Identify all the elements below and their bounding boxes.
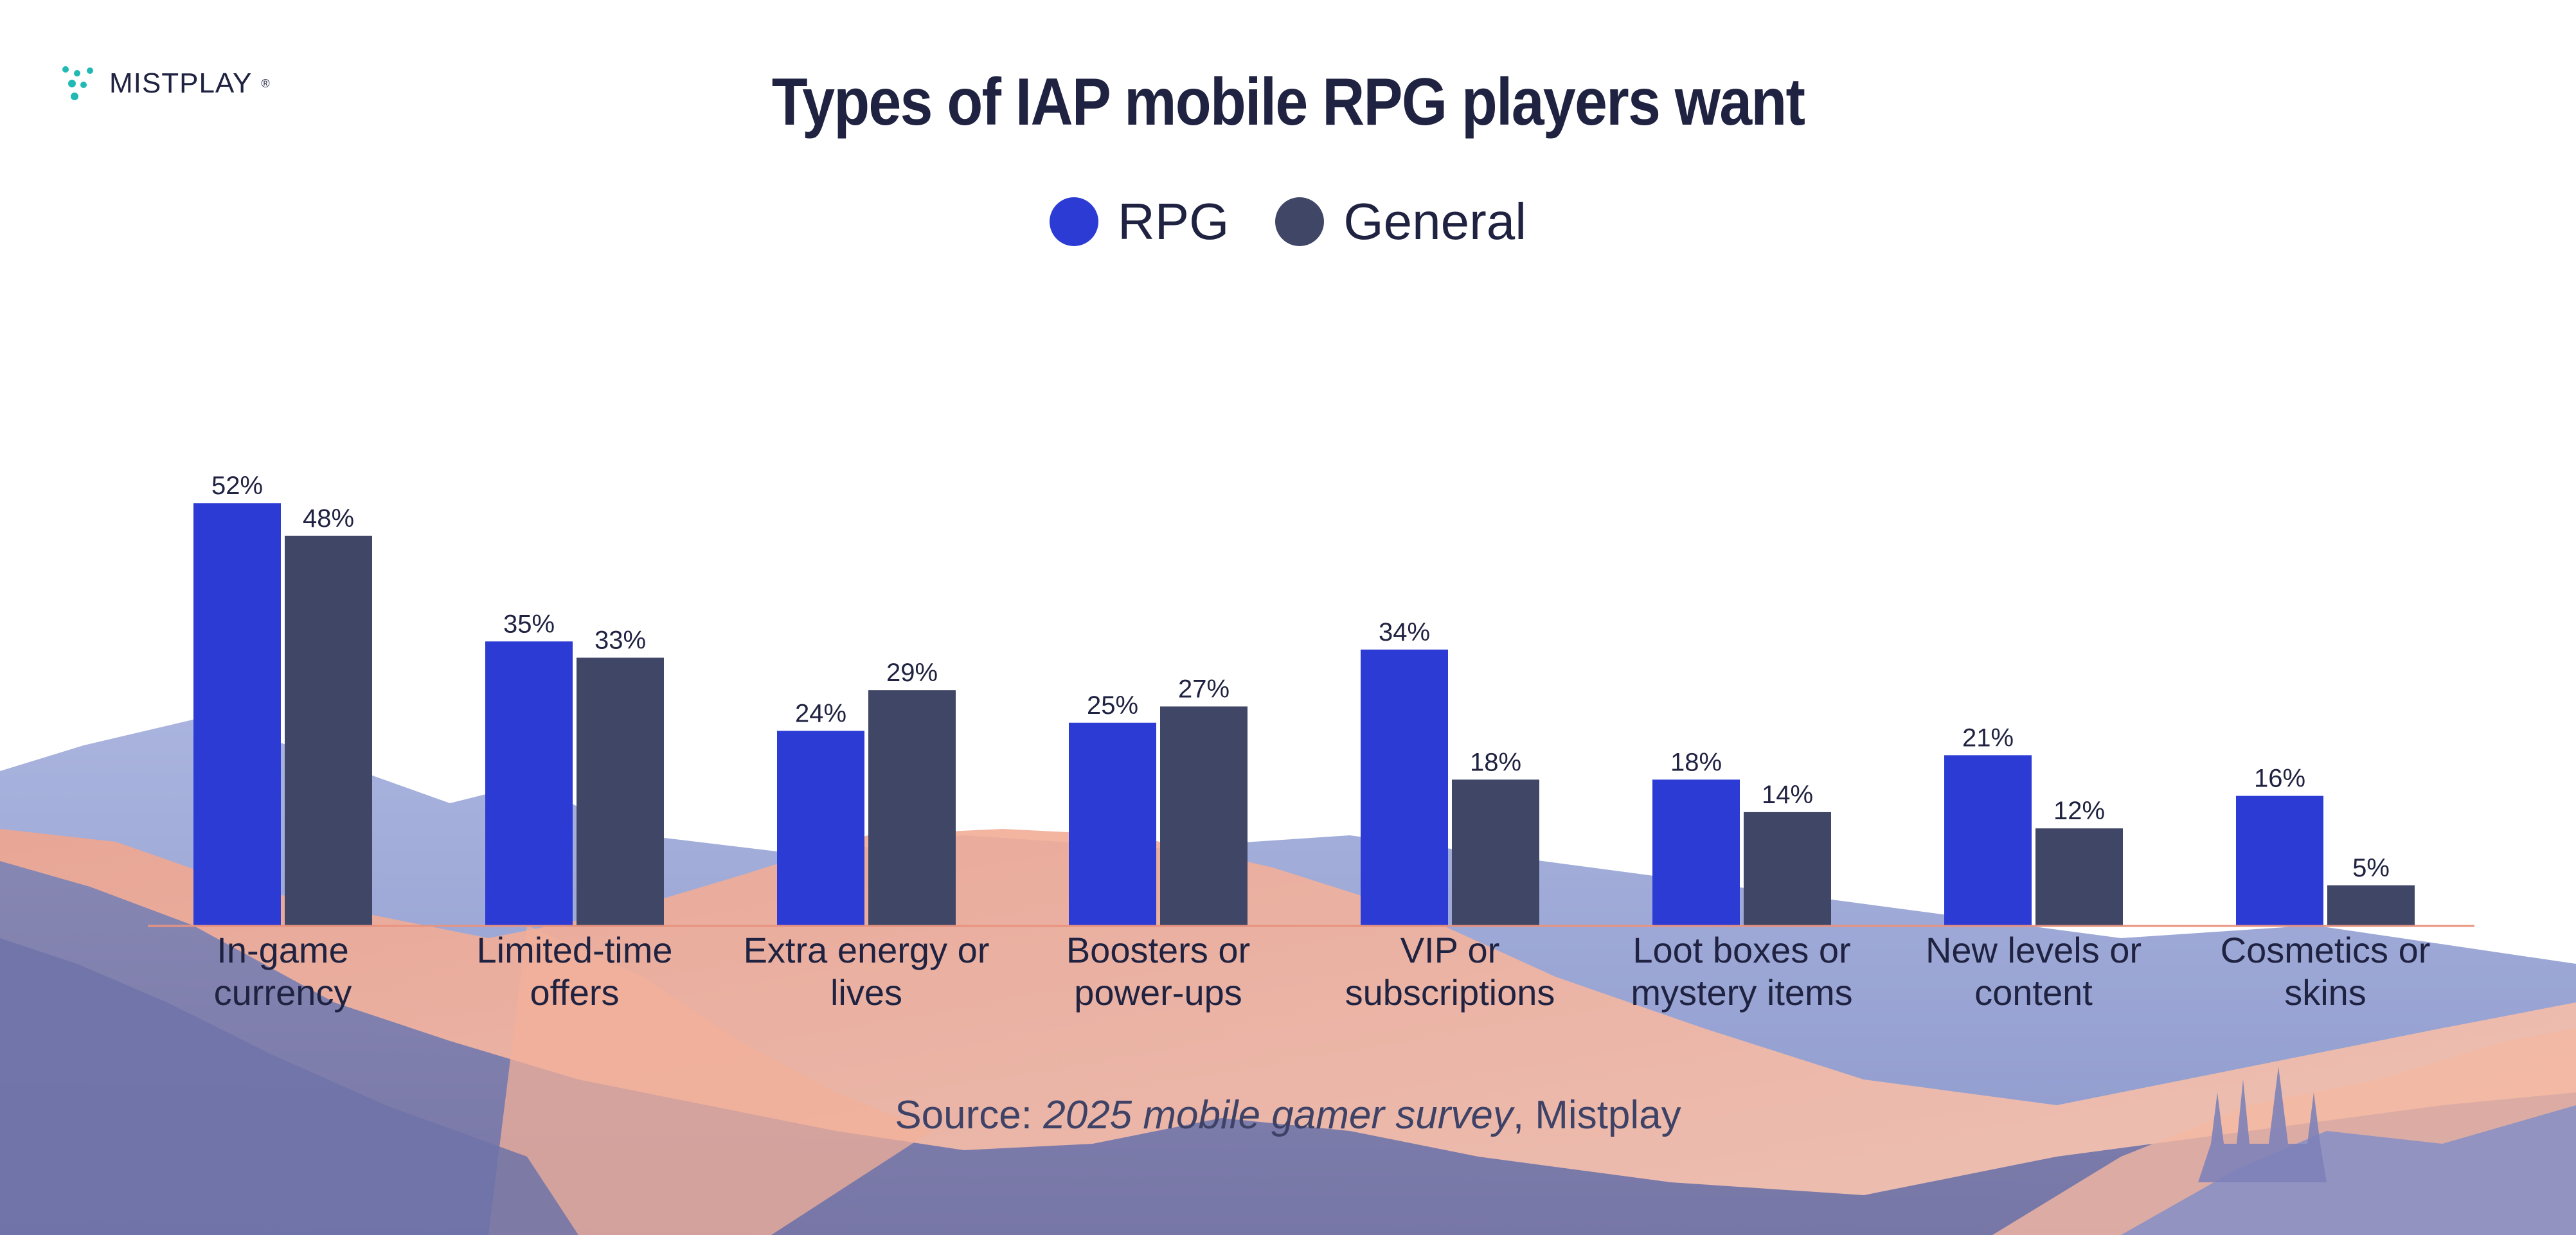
bar-rpg-2 [777,731,864,926]
category-label-5-1: mystery items [1631,972,1852,1013]
mistplay-logo-icon [62,66,93,100]
legend-label-general: General [1343,193,1526,250]
data-label-general-6: 12% [2053,797,2105,825]
data-label-rpg-2: 24% [795,699,846,727]
data-label-general-0: 48% [303,504,354,533]
bar-general-4 [1452,779,1539,926]
category-label-6-1: content [1974,972,2093,1013]
category-label-5-0: Loot boxes or [1632,930,1850,970]
source-title: 2025 mobile gamer survey [1043,1093,1513,1137]
category-label-0-0: In-game [217,930,348,970]
bar-general-3 [1160,706,1248,926]
data-label-rpg-4: 34% [1379,618,1430,646]
data-label-rpg-6: 21% [1962,724,2014,752]
mistplay-logo: MISTPLAY ® [62,64,270,103]
data-label-general-2: 29% [886,659,938,687]
category-label-6-0: New levels or [1926,930,2142,970]
bar-rpg-7 [2236,795,2323,926]
bar-general-6 [2035,828,2123,926]
bar-general-7 [2327,885,2415,926]
chart-title: Types of IAP mobile RPG players want [771,65,1805,139]
data-label-rpg-5: 18% [1670,748,1722,776]
legend-item-general: General [1275,192,1526,251]
category-label-7-1: skins [2284,972,2366,1013]
category-label-4-1: subscriptions [1345,972,1555,1013]
bar-rpg-6 [1944,755,2032,926]
data-label-rpg-3: 25% [1087,691,1138,720]
bar-general-2 [868,690,956,926]
bar-rpg-3 [1069,722,1156,926]
category-label-4-0: VIP or [1400,930,1500,970]
brand-reg-mark: ® [261,76,270,90]
legend-swatch-general [1275,197,1325,246]
category-label-7-0: Cosmetics or [2221,930,2431,970]
data-label-general-7: 5% [2352,854,2390,882]
category-label-3-1: power-ups [1074,972,1242,1013]
data-label-rpg-7: 16% [2254,765,2305,793]
data-label-rpg-0: 52% [211,472,263,500]
category-label-1-0: Limited-time [477,930,673,970]
bar-general-5 [1744,812,1831,926]
category-label-2-0: Extra energy or [744,930,990,970]
bar-rpg-0 [193,503,281,926]
bar-rpg-4 [1361,649,1448,926]
data-label-general-4: 18% [1470,748,1521,776]
source-suffix: , Mistplay [1512,1093,1681,1137]
bar-general-1 [577,657,664,926]
category-label-0-1: currency [214,972,352,1013]
source-note: Source: 2025 mobile gamer survey, Mistpl… [0,1092,2576,1138]
bar-rpg-1 [485,641,573,926]
category-label-1-1: offers [530,972,619,1013]
data-label-general-1: 33% [595,626,646,655]
category-label-3-0: Boosters or [1066,930,1250,970]
legend: RPG General [0,193,2576,251]
data-label-general-5: 14% [1762,781,1813,809]
legend-label-rpg: RPG [1118,193,1230,250]
bar-rpg-5 [1652,779,1740,926]
source-prefix: Source: [895,1093,1044,1137]
brand-name: MISTPLAY [109,67,253,99]
category-label-2-1: lives [830,972,902,1013]
legend-item-rpg: RPG [1050,192,1229,251]
data-label-general-3: 27% [1178,675,1230,703]
legend-swatch-rpg [1050,197,1099,246]
bar-general-0 [285,535,372,926]
data-label-rpg-1: 35% [503,610,555,638]
